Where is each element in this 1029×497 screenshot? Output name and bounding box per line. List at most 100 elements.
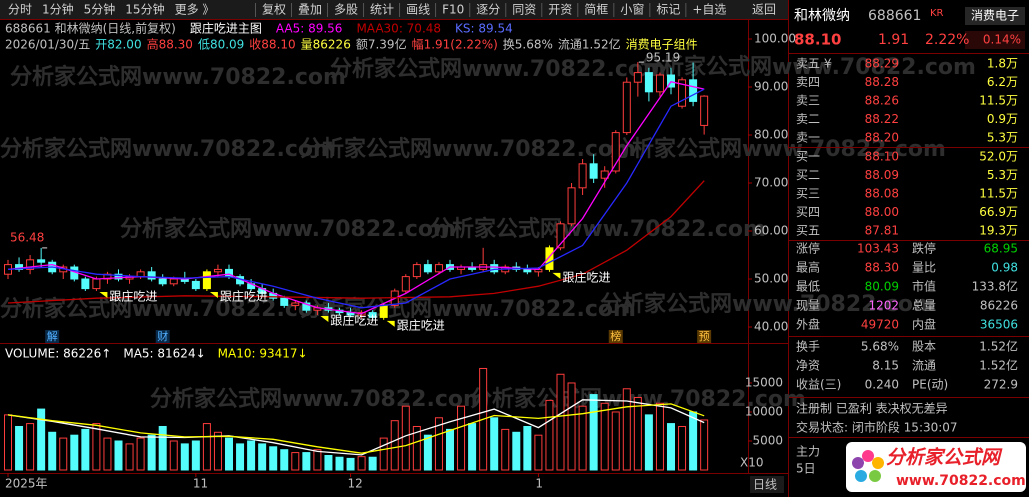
tab[interactable]: 1分钟 [42, 2, 74, 17]
toolbar-button[interactable]: 开资 [548, 3, 572, 17]
toolbar-button[interactable]: 标记 [656, 3, 680, 17]
volume-bar [589, 394, 598, 471]
main-force: 主力 [796, 445, 820, 459]
toolbar-button[interactable]: 统计 [370, 3, 394, 17]
volume-bar [335, 456, 344, 471]
candle-body [667, 74, 675, 88]
stat-label: 量比 [912, 261, 936, 275]
stat-label: 最低 [796, 280, 820, 294]
volume-bar [655, 402, 664, 471]
sector-box[interactable] [965, 7, 1025, 25]
candle-body [423, 264, 432, 273]
y-tick-label: 10000 [745, 404, 783, 418]
watermarks: 分析家公式网www.70822.com分析家公式网www.70822.com分析… [0, 54, 976, 412]
ma-line [7, 88, 705, 309]
back-button[interactable]: 返回 [752, 3, 776, 17]
candle-body [700, 95, 709, 126]
stat-value: 86226 [980, 299, 1018, 313]
book-price: 87.81 [865, 224, 899, 238]
watermark: 分析家公式网www.70822.com [300, 136, 636, 162]
book-volume: 6.2万 [987, 75, 1018, 89]
toolbar-button[interactable]: 小窗 [620, 3, 644, 17]
legend-item: MA5: 81624↓ [123, 347, 205, 361]
stat-label: 总量 [912, 299, 936, 313]
toolbar-items: 分时 1分钟 5分钟 15分钟 更多 》 复权 叠加 多股 统计 画线 F10 逐分 同资 开资 简框 小窗标… [8, 2, 776, 17]
volume-bar [678, 425, 687, 471]
period-box[interactable] [750, 476, 784, 493]
watermark: 分析家公式网www.70822.com [10, 64, 346, 90]
event-box [155, 330, 170, 343]
event-label: 财 [157, 329, 168, 343]
volume-bar [468, 423, 477, 471]
legend-item: KS: 89.54 [455, 22, 513, 36]
volume-bar [15, 425, 24, 471]
petal [869, 470, 881, 482]
toolbar-button[interactable]: 逐分 [476, 3, 500, 17]
volume-bar [423, 434, 432, 471]
book-price: 88.20 [865, 131, 899, 145]
volume-bar [169, 440, 178, 471]
volume-bar [689, 411, 698, 471]
volume-bar [457, 405, 466, 471]
book-label: 买五 [796, 224, 820, 238]
candle-body [81, 278, 90, 290]
status: 交易状态: 闭市阶段 15:30:07 [796, 420, 958, 435]
stock-code: 688661 [868, 8, 921, 24]
volume-bar [136, 437, 145, 471]
candle-body [611, 132, 620, 172]
toolbar-button[interactable]: 简框 [584, 3, 608, 17]
logo-url: www.70822.com [896, 473, 1026, 489]
volume-bar [412, 425, 421, 471]
tab[interactable]: 更多 》 [175, 3, 215, 17]
book-volume: 66.9万 [979, 205, 1018, 219]
volume-ma-line [7, 399, 705, 456]
volume-bar [70, 434, 79, 471]
candle-body [213, 268, 222, 273]
volume-bar [633, 396, 642, 471]
book-label: 买四 [796, 205, 820, 219]
volume-bar [191, 440, 200, 471]
volume-bar [667, 423, 675, 471]
toolbar-button[interactable]: 复权 [262, 3, 286, 17]
stat-value: 49720 [861, 318, 899, 332]
info-item: 量86226 [301, 38, 351, 52]
book-price: 88.00 [865, 205, 899, 219]
book-label: 卖二 [796, 112, 820, 126]
book-volume: 11.5万 [979, 187, 1018, 201]
y-tick-label: 50.00 [754, 272, 788, 286]
stat-value: 0.240 [865, 378, 899, 392]
volume-bar [379, 437, 388, 471]
candle-body [622, 81, 631, 134]
book-label: 买二 [796, 168, 820, 182]
volume-bar [92, 423, 101, 471]
logo: 分析家公式网 www.70822.com [846, 442, 1026, 492]
book-label: 卖五 ¥ [796, 57, 832, 71]
book-label: 卖三 [796, 94, 820, 108]
signal-arrow [320, 316, 329, 323]
y-tick-label: 40.00 [754, 320, 788, 334]
sector-pct: 0.14% [983, 33, 1021, 47]
toolbar-button[interactable]: +自选 [692, 3, 726, 17]
volume-bar [390, 420, 399, 471]
volume-bar [48, 431, 57, 471]
toolbar-button[interactable]: F10 [442, 3, 464, 17]
candle-body [114, 273, 123, 280]
candle-body [401, 276, 410, 292]
volume-bar [81, 428, 90, 471]
toolbar-button[interactable]: 同资 [512, 3, 536, 17]
sector[interactable]: 消费电子 [971, 9, 1019, 23]
tab[interactable]: 15分钟 [125, 2, 164, 17]
toolbar-button[interactable]: 多股 [334, 3, 358, 17]
period-label[interactable]: 日线 [753, 478, 777, 492]
tab[interactable]: 分时 [8, 3, 32, 17]
legend-item: AA5: 89.56 [276, 22, 343, 36]
toolbar-button[interactable]: 叠加 [298, 3, 322, 17]
book-label: 卖四 [796, 75, 820, 89]
volume-bar [147, 434, 156, 471]
candle-body [567, 187, 576, 225]
tab[interactable]: 5分钟 [84, 2, 116, 17]
y-tick-label: 90.00 [754, 80, 788, 94]
toolbar-button[interactable]: 画线 [406, 3, 430, 17]
book-volume: 5.3万 [987, 131, 1018, 145]
